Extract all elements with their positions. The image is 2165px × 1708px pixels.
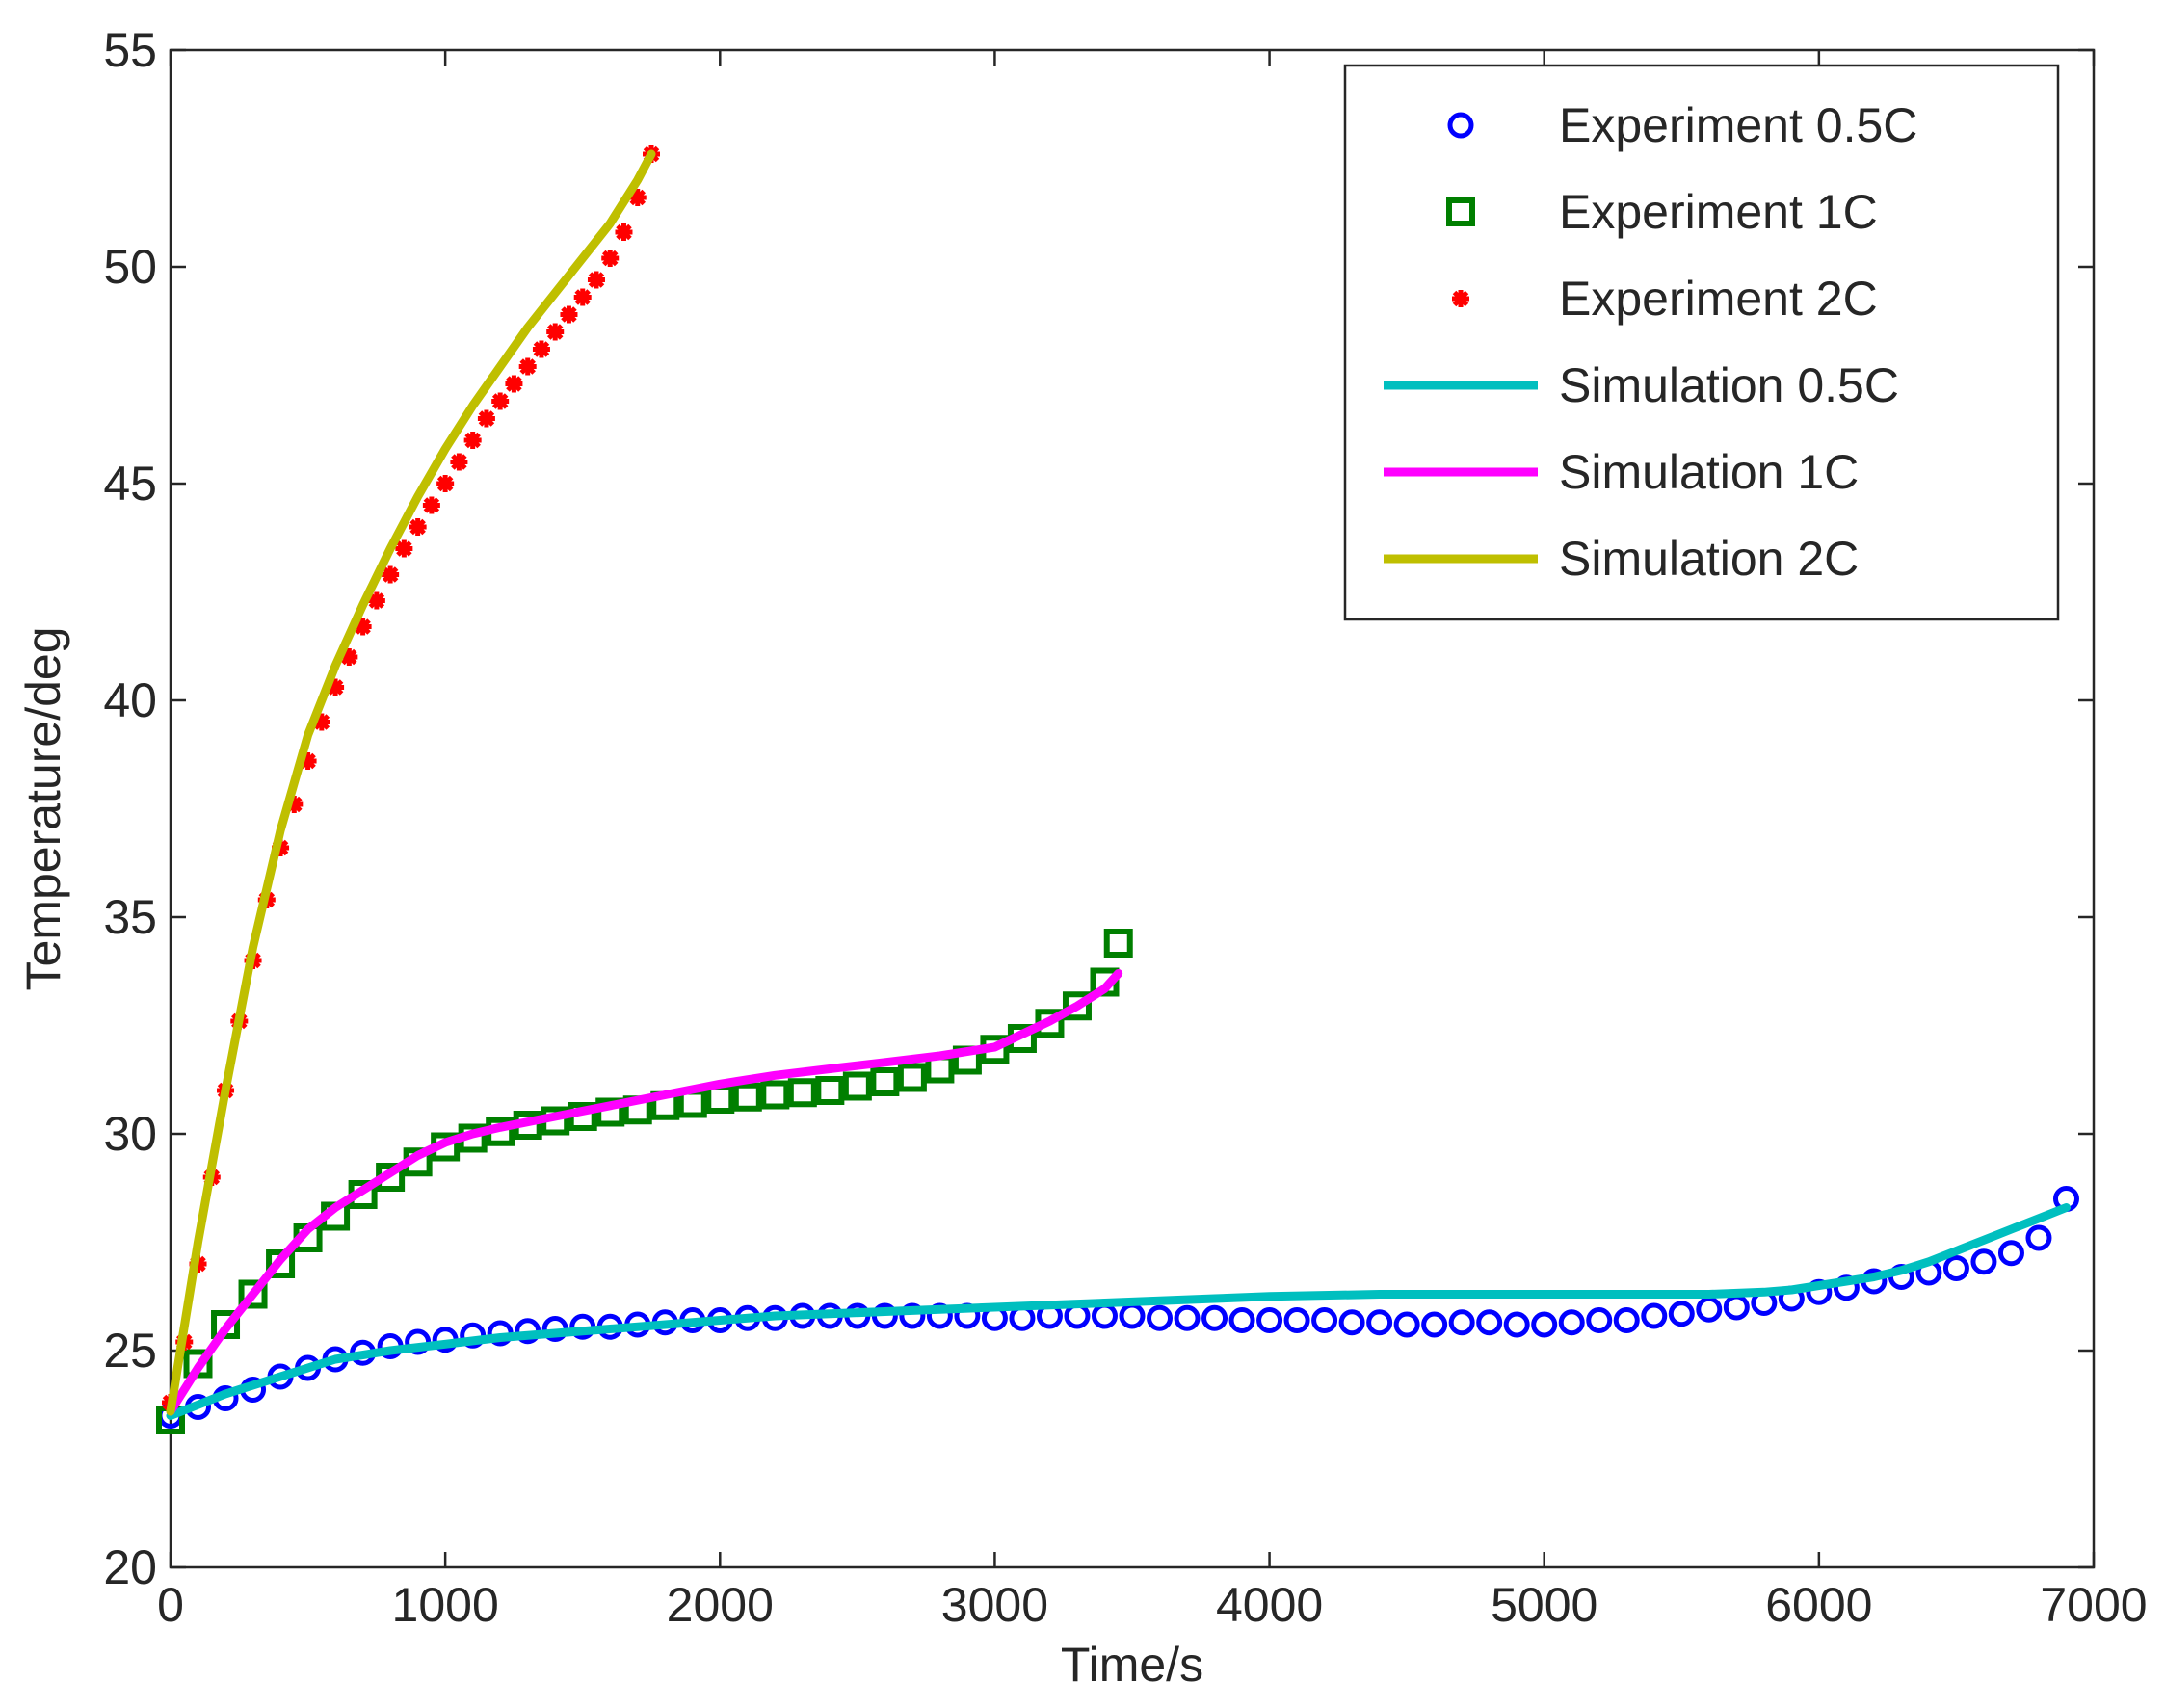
data-point-experiment-1c [870,1067,900,1096]
data-point-experiment-2c [367,591,385,610]
data-point-experiment-0-5c [1641,1302,1668,1329]
data-point-experiment-2c [395,539,413,558]
data-point-experiment-1c [732,1082,762,1112]
data-point-experiment-2c [422,496,440,514]
legend-item-experiment-0-5c: Experiment 0.5C [1447,98,1917,152]
data-point-experiment-0-5c [1613,1307,1640,1333]
data-point-experiment-0-5c [1366,1309,1393,1336]
x-tick-label: 4000 [1216,1578,1323,1632]
legend-label: Simulation 2C [1559,532,1859,586]
legend-label: Experiment 0.5C [1559,98,1917,152]
legend-box [1343,64,2060,621]
data-point-experiment-1c [1062,991,1092,1021]
y-tick-label: 35 [103,890,157,944]
legend-label: Experiment 1C [1559,185,1878,239]
y-tick-label: 50 [103,240,157,294]
data-point-experiment-1c [897,1063,927,1092]
x-tick-label: 7000 [2040,1578,2147,1632]
x-tick-label: 1000 [392,1578,499,1632]
y-tick-label: 45 [103,457,157,511]
data-point-experiment-0-5c [1147,1304,1174,1331]
series-line-simulation-1c [166,969,1123,1416]
data-point-experiment-0-5c [1338,1309,1365,1336]
data-point-experiment-0-5c [1586,1307,1613,1333]
legend: Experiment 0.5C Experiment 1C Experiment 2… [1343,64,2060,621]
legend-item-simulation-1c: Simulation 1C [1384,445,1859,499]
axis-ticks: 0 1000 2000 3000 4000 5000 6000 7000 20 25 30 35 40 4… [103,23,2147,1632]
legend-swatch-experiment-0-5c [1447,112,1474,139]
data-point-experiment-1c [1103,929,1133,958]
legend-label: Experiment 2C [1559,272,1878,326]
data-point-experiment-2c [615,223,633,241]
data-point-experiment-2c [463,432,482,449]
data-point-experiment-0-5c [1942,1255,1969,1281]
y-tick-label: 55 [103,23,157,77]
data-point-experiment-2c [491,392,510,410]
data-point-experiment-0-5c [2025,1224,2052,1251]
data-point-experiment-0-5c [1283,1307,1310,1333]
legend-swatch-experiment-2c [1452,290,1469,307]
data-point-experiment-2c [546,323,565,341]
data-point-experiment-1c [266,1249,296,1278]
x-tick-label: 6000 [1765,1578,1872,1632]
data-point-experiment-2c [450,453,468,471]
y-tick-label: 25 [103,1324,157,1378]
data-point-experiment-2c [382,565,400,584]
legend-item-experiment-1c: Experiment 1C [1446,185,1878,239]
data-point-experiment-0-5c [1201,1304,1228,1331]
data-point-experiment-0-5c [1393,1311,1420,1338]
data-point-experiment-2c [628,189,647,206]
data-point-experiment-0-5c [899,1302,926,1329]
data-point-experiment-2c [573,288,592,306]
data-point-experiment-0-5c [1476,1309,1503,1336]
y-tick-label: 20 [103,1540,157,1594]
x-tick-label: 5000 [1491,1578,1597,1632]
data-point-experiment-2c [532,340,550,358]
data-point-experiment-0-5c [1448,1309,1475,1336]
data-point-experiment-0-5c [1256,1307,1283,1333]
data-point-experiment-2c [601,250,620,267]
legend-item-simulation-2c: Simulation 2C [1384,532,1859,586]
data-point-experiment-0-5c [1558,1309,1585,1336]
data-point-experiment-2c [436,475,455,492]
y-tick-label: 40 [103,673,157,727]
data-point-experiment-1c [238,1279,268,1309]
legend-swatch-experiment-1c [1446,197,1475,226]
data-point-experiment-0-5c [1997,1240,2024,1267]
data-point-experiment-0-5c [1696,1296,1723,1323]
data-point-experiment-1c [787,1078,817,1108]
data-point-experiment-1c [842,1071,872,1101]
legend-item-experiment-2c: Experiment 2C [1452,272,1878,326]
series-line-simulation-2c [166,149,656,1416]
data-point-experiment-0-5c [1503,1311,1530,1338]
legend-item-simulation-0-5c: Simulation 0.5C [1384,358,1899,412]
data-point-experiment-0-5c [1668,1301,1695,1327]
data-point-experiment-0-5c [1311,1307,1338,1333]
data-point-experiment-0-5c [1970,1248,1997,1275]
data-point-experiment-0-5c [1421,1311,1448,1338]
x-axis-label: Time/s [1061,1638,1203,1692]
data-point-experiment-2c [505,375,523,393]
data-point-experiment-2c [477,409,495,428]
data-point-experiment-0-5c [1531,1311,1558,1338]
x-tick-label: 3000 [941,1578,1048,1632]
plot-frame [169,48,2096,1569]
y-tick-label: 30 [103,1107,157,1161]
data-series [156,145,2079,1434]
data-point-experiment-2c [518,357,537,376]
data-point-experiment-0-5c [1174,1304,1201,1331]
data-point-experiment-2c [587,271,605,289]
legend-label: Simulation 0.5C [1559,358,1899,412]
legend-label: Simulation 1C [1559,445,1859,499]
x-tick-label: 0 [157,1578,184,1632]
data-point-experiment-1c [815,1076,845,1105]
y-axis-label: Temperature/deg [16,626,70,990]
data-point-experiment-2c [560,305,578,324]
series-line-simulation-0-5c [166,1203,2071,1420]
data-point-experiment-2c [409,518,427,536]
x-tick-label: 2000 [667,1578,774,1632]
data-point-experiment-0-5c [1228,1307,1255,1333]
data-point-experiment-1c [760,1080,790,1110]
